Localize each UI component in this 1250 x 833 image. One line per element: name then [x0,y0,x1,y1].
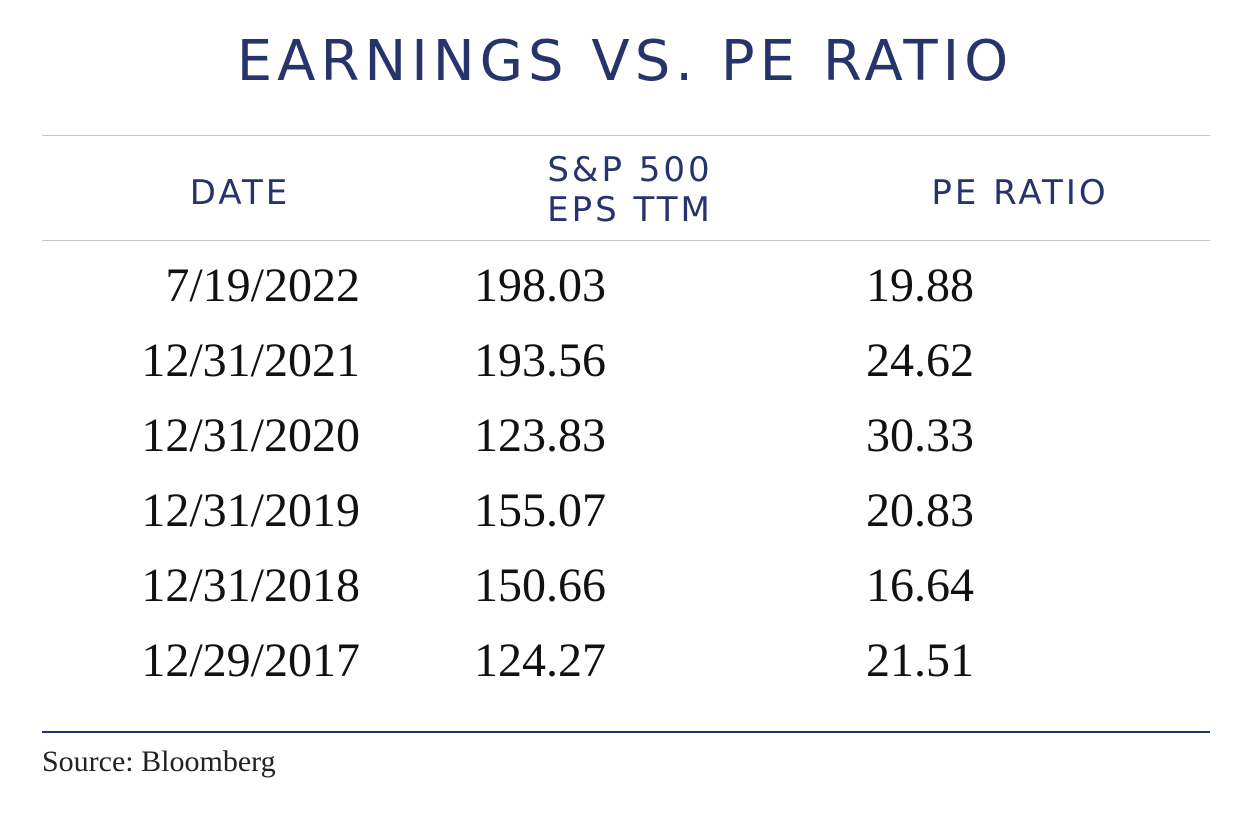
pe-ratio-cell: 19.88 [866,259,974,312]
table-row: 12/31/2020 123.83 30.33 [0,400,1250,475]
header-top-divider [42,135,1210,136]
pe-ratio-cell: 20.83 [866,484,974,537]
column-header-eps-line1: S&P 500 [547,150,713,190]
header-bottom-divider [42,240,1210,241]
column-header-eps: S&P 500 EPS TTM [480,150,780,230]
pe-ratio-cell: 30.33 [866,409,974,462]
date-cell: 12/31/2020 [141,409,360,462]
eps-cell: 150.66 [474,559,606,612]
table-body: 7/19/2022 198.03 19.88 12/31/2021 193.56… [0,250,1250,700]
pe-ratio-cell: 21.51 [866,634,974,687]
pe-ratio-cell: 24.62 [866,334,974,387]
eps-cell: 124.27 [474,634,606,687]
eps-cell: 198.03 [474,259,606,312]
date-cell: 12/31/2019 [141,484,360,537]
source-note: Source: Bloomberg [42,745,276,778]
table-row: 12/29/2017 124.27 21.51 [0,625,1250,700]
date-cell: 12/29/2017 [141,634,360,687]
date-cell: 12/31/2021 [141,334,360,387]
column-header-pe-ratio: PE RATIO [931,173,1109,213]
date-cell: 7/19/2022 [165,259,360,312]
table-row: 12/31/2019 155.07 20.83 [0,475,1250,550]
table-bottom-divider [42,731,1210,733]
eps-cell: 123.83 [474,409,606,462]
column-header-eps-line2: EPS TTM [547,190,713,230]
date-cell: 12/31/2018 [141,559,360,612]
table-row: 12/31/2018 150.66 16.64 [0,550,1250,625]
table-row: 12/31/2021 193.56 24.62 [0,325,1250,400]
table-row: 7/19/2022 198.03 19.88 [0,250,1250,325]
column-header-date: DATE [189,173,291,213]
pe-ratio-cell: 16.64 [866,559,974,612]
page-title: EARNINGS VS. PE RATIO [236,29,1014,94]
eps-cell: 155.07 [474,484,606,537]
eps-cell: 193.56 [474,334,606,387]
